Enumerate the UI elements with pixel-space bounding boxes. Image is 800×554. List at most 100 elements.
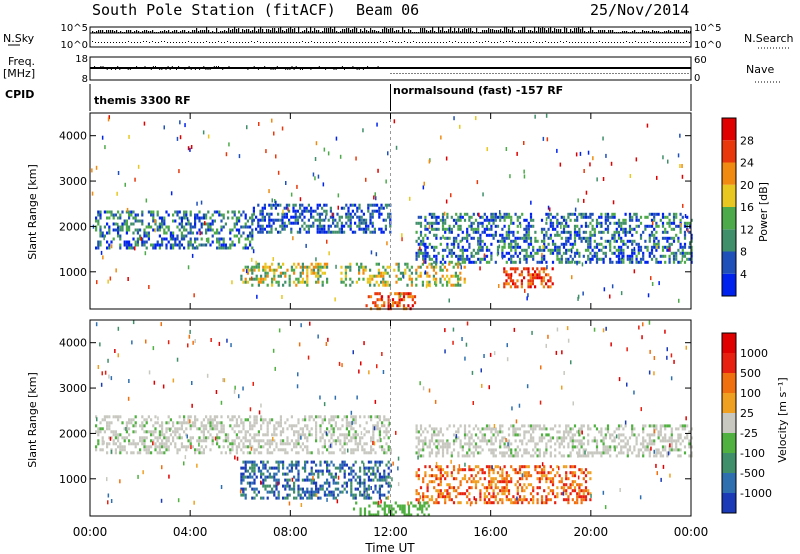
echo-cell [296, 184, 298, 189]
echo-cell [107, 279, 109, 284]
nsky-sample [348, 28, 350, 33]
echo-cell [683, 445, 687, 449]
echo-cell [648, 448, 651, 452]
freq-sample [108, 68, 110, 69]
velocity-echoes [95, 320, 693, 517]
echo-cell [488, 448, 491, 452]
echo-cell [578, 448, 581, 452]
echo-cell [653, 454, 656, 458]
echo-cell [185, 216, 188, 220]
echo-cell [503, 451, 506, 455]
echo-cell [503, 242, 506, 246]
echo-cell [668, 257, 671, 261]
echo-cell [549, 454, 552, 458]
echo-cell [549, 221, 552, 225]
nave-sample [585, 73, 587, 74]
echo-cell [342, 280, 345, 284]
echo-cell [422, 185, 425, 190]
echo-cell [266, 475, 269, 479]
echo-cell [337, 439, 340, 443]
nsky-sample [398, 30, 400, 33]
echo-cell [523, 276, 526, 280]
echo-cell [430, 439, 434, 443]
echo-cell [244, 445, 247, 449]
echo-cell [273, 472, 276, 476]
nsearch-sample [650, 41, 651, 42]
echo-cell [441, 439, 445, 443]
echo-cell [253, 268, 256, 272]
echo-cell [547, 212, 550, 216]
echo-cell [507, 245, 511, 249]
echo-cell [220, 219, 223, 223]
echo-cell [277, 496, 280, 500]
echo-cell [238, 436, 241, 440]
echo-cell [534, 445, 537, 449]
echo-cell [143, 240, 146, 244]
echo-cell [261, 209, 264, 213]
echo-cell [477, 224, 480, 228]
echo-cell [255, 475, 258, 479]
echo-cell [240, 466, 243, 470]
echo-cell [275, 421, 278, 425]
echo-cell [251, 216, 254, 220]
echo-cell [534, 276, 537, 280]
nsky-sample [494, 30, 496, 33]
echo-cell [558, 436, 561, 440]
echo-cell [600, 248, 603, 252]
nsky-sample [318, 30, 320, 33]
echo-cell [374, 424, 377, 428]
echo-cell [277, 463, 280, 467]
echo-cell [251, 460, 254, 464]
echo-cell [189, 424, 192, 428]
echo-cell [433, 245, 436, 249]
echo-cell [565, 230, 568, 234]
nsearch-sample [683, 42, 684, 43]
nave-sample [426, 73, 428, 74]
echo-cell [688, 251, 691, 255]
echo-cell [507, 230, 511, 234]
echo-cell [246, 125, 248, 130]
echo-cell [435, 254, 438, 258]
echo-cell [672, 448, 676, 452]
echo-cell [653, 233, 656, 237]
echo-cell [613, 230, 616, 234]
echo-cell [145, 448, 148, 452]
echo-cell [295, 463, 298, 467]
nsearch-sample [128, 41, 129, 42]
echo-cell [189, 228, 192, 232]
nsearch-sample [116, 42, 117, 43]
echo-cell [383, 472, 386, 476]
nsky-sample [576, 28, 578, 33]
nsearch-sample [299, 42, 300, 43]
echo-cell [251, 237, 254, 241]
echo-cell [381, 460, 384, 464]
nave-sample [495, 73, 497, 74]
nsky-sample [504, 27, 506, 33]
nsearch-sample [665, 42, 666, 43]
echo-cell [485, 233, 489, 237]
echo-cell [441, 248, 445, 252]
nave-sample [450, 73, 452, 74]
echo-cell [453, 116, 455, 121]
echo-cell [209, 424, 212, 428]
echo-cell [387, 436, 390, 440]
echo-cell [595, 245, 599, 249]
echo-cell [281, 212, 284, 216]
nsearch-sample [404, 41, 405, 42]
echo-cell [593, 233, 596, 237]
nsky-sample [536, 31, 538, 33]
echo-cell [380, 295, 383, 300]
echo-cell [631, 239, 634, 243]
echo-cell [317, 274, 320, 278]
echo-cell [354, 433, 357, 437]
echo-cell [238, 442, 241, 446]
echo-cell [604, 227, 607, 231]
echo-cell [664, 260, 667, 264]
echo-cell [558, 260, 561, 264]
echo-cell [194, 424, 197, 428]
nsearch-sample [608, 42, 609, 43]
echo-cell [251, 424, 254, 428]
echo-cell [323, 490, 326, 494]
echo-cell [617, 236, 621, 240]
echo-cell [612, 200, 615, 205]
